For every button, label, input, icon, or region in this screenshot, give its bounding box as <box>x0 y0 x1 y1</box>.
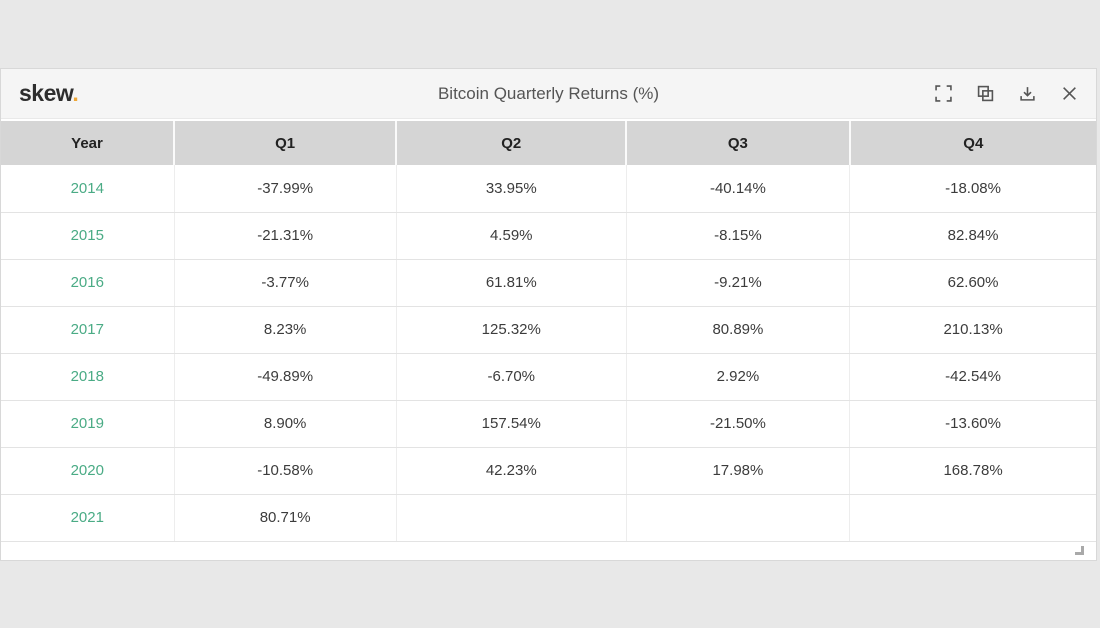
value-cell: -9.21% <box>625 259 850 307</box>
table-row: 2014 -37.99% 33.95% -40.14% -18.08% <box>1 165 1096 213</box>
table-header-row: Year Q1 Q2 Q3 Q4 <box>1 121 1096 165</box>
value-cell: 2.92% <box>625 353 850 401</box>
column-header-q2: Q2 <box>395 121 627 165</box>
fullscreen-icon <box>934 85 952 102</box>
skew-logo: skew. <box>19 80 79 107</box>
value-cell: 17.98% <box>625 447 850 495</box>
year-link[interactable]: 2018 <box>1 353 174 401</box>
column-header-year: Year <box>1 121 174 165</box>
value-cell: -21.31% <box>173 212 397 260</box>
close-icon <box>1062 87 1076 100</box>
resize-handle[interactable] <box>1075 546 1084 555</box>
widget-titlebar: skew. Bitcoin Quarterly Returns (%) <box>1 69 1096 119</box>
value-cell: 125.32% <box>395 306 627 354</box>
close-button[interactable] <box>1060 85 1078 103</box>
value-cell: 33.95% <box>395 165 627 213</box>
year-link[interactable]: 2015 <box>1 212 174 260</box>
widget-title: Bitcoin Quarterly Returns (%) <box>437 83 660 103</box>
value-cell: -18.08% <box>849 165 1096 213</box>
fullscreen-button[interactable] <box>934 85 952 103</box>
value-cell: -37.99% <box>173 165 397 213</box>
column-header-q4: Q4 <box>848 121 1096 165</box>
value-cell: -42.54% <box>849 353 1096 401</box>
value-cell: 8.23% <box>173 306 397 354</box>
value-cell: -8.15% <box>625 212 850 260</box>
value-cell: -3.77% <box>173 259 397 307</box>
value-cell: -40.14% <box>625 165 850 213</box>
value-cell: 82.84% <box>849 212 1096 260</box>
table-row: 2016 -3.77% 61.81% -9.21% 62.60% <box>1 259 1096 307</box>
value-cell <box>625 494 850 542</box>
value-cell: 8.90% <box>173 400 397 448</box>
year-link[interactable]: 2016 <box>1 259 174 307</box>
value-cell <box>849 494 1096 542</box>
year-link[interactable]: 2019 <box>1 400 174 448</box>
table-row: 2018 -49.89% -6.70% 2.92% -42.54% <box>1 353 1096 401</box>
table-row: 2015 -21.31% 4.59% -8.15% 82.84% <box>1 212 1096 260</box>
value-cell: 42.23% <box>395 447 627 495</box>
table-row: 2019 8.90% 157.54% -21.50% -13.60% <box>1 400 1096 448</box>
value-cell: -6.70% <box>395 353 627 401</box>
value-cell: 80.89% <box>625 306 850 354</box>
skew-widget-panel: skew. Bitcoin Quarterly Returns (%) <box>0 68 1097 561</box>
value-cell <box>395 494 627 542</box>
skew-logo-text: skew <box>19 80 73 106</box>
widget-toolbar <box>934 85 1078 103</box>
table-row: 2021 80.71% <box>1 494 1096 542</box>
download-icon <box>1019 87 1035 101</box>
copy-icon <box>977 85 993 102</box>
year-link[interactable]: 2014 <box>1 165 174 213</box>
value-cell: 80.71% <box>173 494 397 542</box>
value-cell: -49.89% <box>173 353 397 401</box>
value-cell: -10.58% <box>173 447 397 495</box>
table-row: 2017 8.23% 125.32% 80.89% 210.13% <box>1 306 1096 354</box>
table-row: 2020 -10.58% 42.23% 17.98% 168.78% <box>1 447 1096 495</box>
value-cell: 4.59% <box>395 212 627 260</box>
download-button[interactable] <box>1018 85 1036 103</box>
column-header-q1: Q1 <box>172 121 397 165</box>
value-cell: 210.13% <box>849 306 1096 354</box>
value-cell: -21.50% <box>625 400 850 448</box>
year-link[interactable]: 2020 <box>1 447 174 495</box>
value-cell: 168.78% <box>849 447 1096 495</box>
year-link[interactable]: 2021 <box>1 494 174 542</box>
value-cell: 157.54% <box>395 400 627 448</box>
copy-button[interactable] <box>976 85 994 103</box>
value-cell: 61.81% <box>395 259 627 307</box>
value-cell: -13.60% <box>849 400 1096 448</box>
column-header-q3: Q3 <box>625 121 850 165</box>
value-cell: 62.60% <box>849 259 1096 307</box>
skew-logo-dot: . <box>72 80 79 106</box>
quarterly-returns-table: Year Q1 Q2 Q3 Q4 2014 -37.99% 33.95% -40.14% -18… <box>1 121 1096 542</box>
year-link[interactable]: 2017 <box>1 306 174 354</box>
